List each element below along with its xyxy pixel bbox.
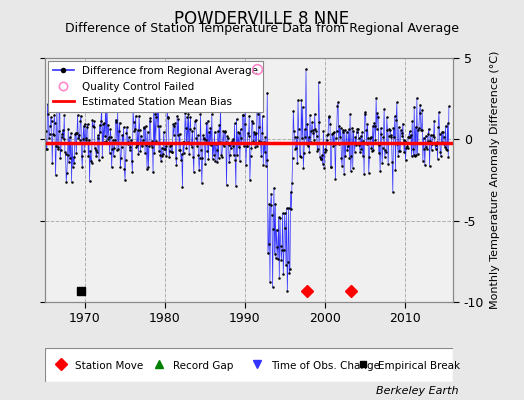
Text: Station Move: Station Move [75,361,144,371]
Text: Difference of Station Temperature Data from Regional Average: Difference of Station Temperature Data f… [65,22,459,35]
Text: Empirical Break: Empirical Break [378,361,460,371]
Text: POWDERVILLE 8 NNE: POWDERVILLE 8 NNE [174,10,350,28]
Y-axis label: Monthly Temperature Anomaly Difference (°C): Monthly Temperature Anomaly Difference (… [489,51,499,309]
Text: Record Gap: Record Gap [173,361,234,371]
Legend: Difference from Regional Average, Quality Control Failed, Estimated Station Mean: Difference from Regional Average, Qualit… [48,61,263,112]
Text: Time of Obs. Change: Time of Obs. Change [271,361,380,371]
FancyBboxPatch shape [45,348,453,382]
Text: Berkeley Earth: Berkeley Earth [376,386,458,396]
